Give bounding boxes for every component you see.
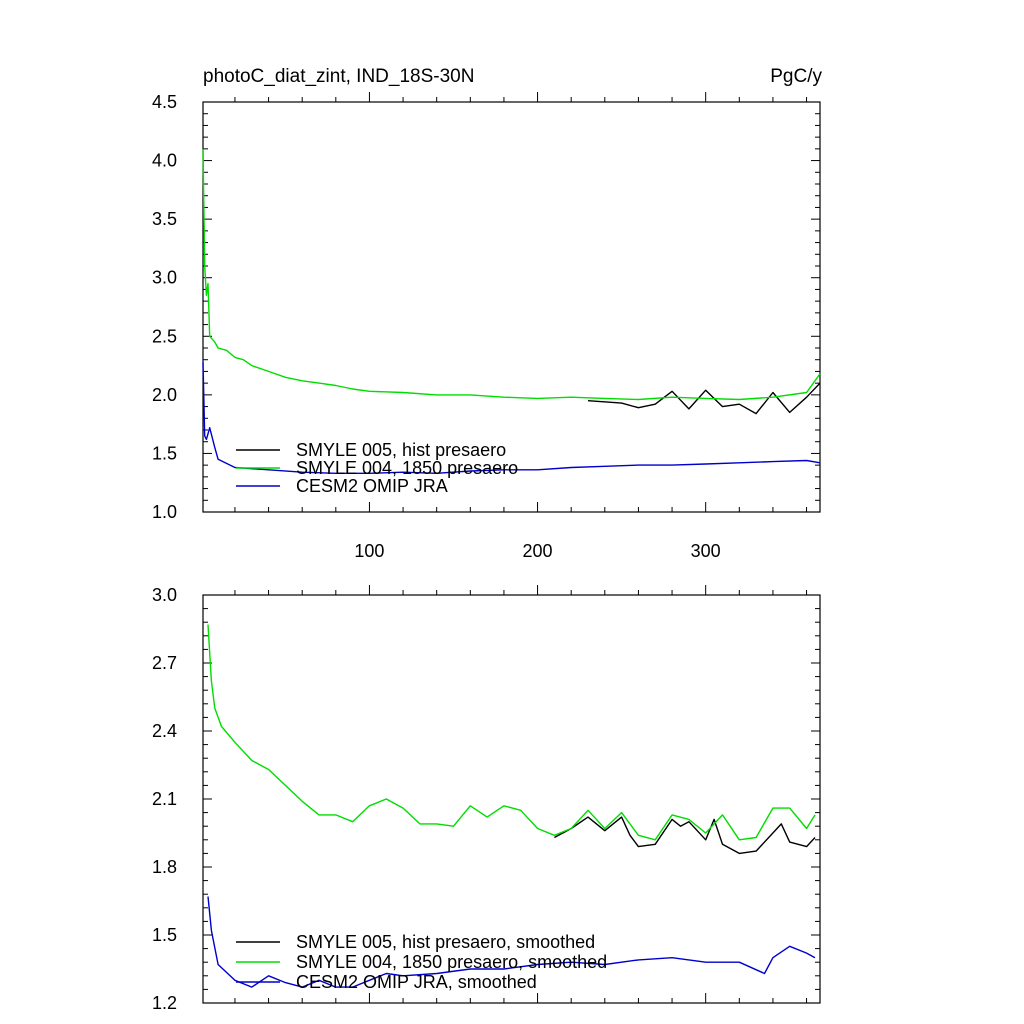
y-tick-label: 3.0 [152, 585, 177, 605]
chart-panel-raw: 1.0 1.5 2.0 2.5 3.0 3.5 4.0 4.5 100 200 300 SMYLE 0… [152, 92, 821, 561]
legend-label-3: CESM2 OMIP JRA [296, 476, 448, 496]
series-line-2 [207, 624, 816, 841]
x-tick-label: 100 [354, 541, 384, 561]
y-tick-label: 1.5 [152, 443, 177, 463]
legend-label-3: CESM2 OMIP JRA, smoothed [296, 972, 537, 992]
x-tick-label: 200 [523, 541, 553, 561]
x-tick-label: 300 [691, 541, 721, 561]
series-line-1 [554, 816, 816, 855]
chart-panel-smoothed: 1.2 1.5 1.8 2.1 2.4 2.7 3.0 SMYLE 005, hist pre… [152, 585, 821, 1013]
y-tick-label: 1.5 [152, 925, 177, 945]
y-tick-label: 2.0 [152, 385, 177, 405]
y-tick-label: 1.2 [152, 993, 177, 1013]
units-label: PgC/y [770, 66, 822, 87]
y-tick-label: 2.4 [152, 721, 177, 741]
legend-label-1: SMYLE 005, hist presaero, smoothed [296, 932, 595, 952]
y-tick-label: 3.5 [152, 209, 177, 229]
series-line-2 [202, 148, 821, 401]
y-tick-label: 4.0 [152, 151, 177, 171]
legend-label-2: SMYLE 004, 1850 presaero [296, 458, 518, 478]
series-line-3 [207, 896, 816, 988]
y-tick-label: 2.1 [152, 789, 177, 809]
series-line-3 [202, 362, 821, 474]
legend-label-2: SMYLE 004, 1850 presaero, smoothed [296, 952, 607, 972]
y-tick-label: 1.0 [152, 502, 177, 522]
y-tick-label: 3.0 [152, 268, 177, 288]
y-tick-label: 2.7 [152, 653, 177, 673]
chart-title: photoC_diat_zint, IND_18S-30N [203, 66, 474, 87]
y-tick-label: 4.5 [152, 92, 177, 112]
y-tick-label: 2.5 [152, 326, 177, 346]
y-tick-label: 1.8 [152, 857, 177, 877]
legend-label-1: SMYLE 005, hist presaero [296, 440, 506, 460]
plot-frame [202, 101, 821, 513]
